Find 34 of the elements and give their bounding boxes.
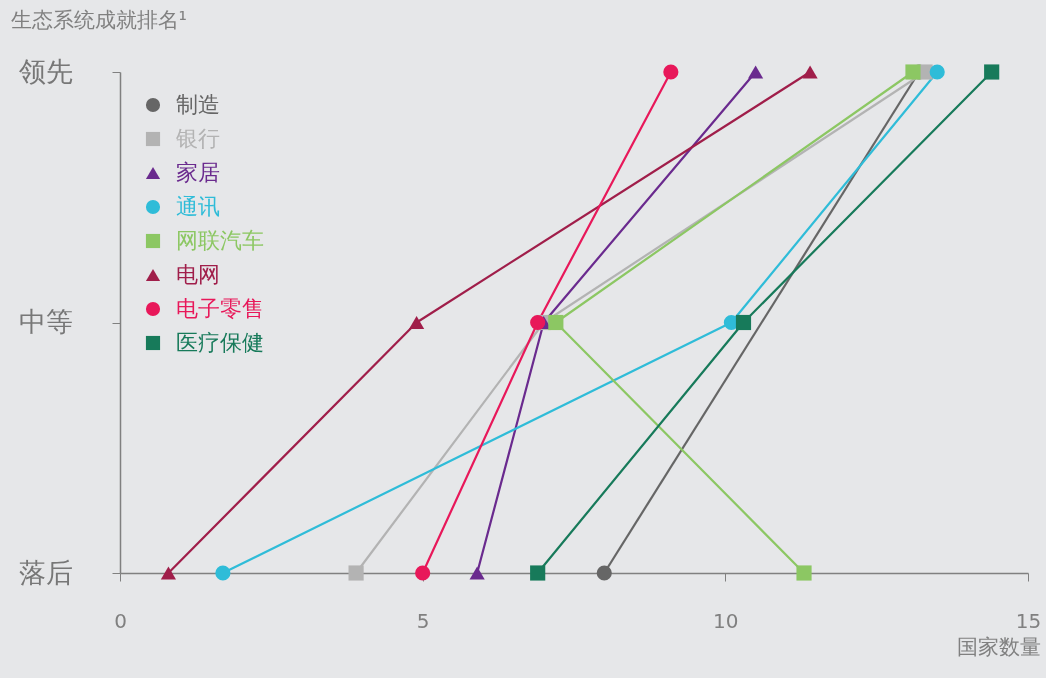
- point: [663, 64, 679, 80]
- legend-label: 家居: [176, 160, 220, 185]
- point: [748, 65, 764, 79]
- point: [929, 64, 945, 80]
- legend-label: 电网: [176, 262, 220, 287]
- legend-label: 医疗保健: [176, 330, 264, 355]
- point: [469, 566, 485, 580]
- point: [796, 565, 812, 581]
- point: [984, 64, 1000, 80]
- x-axis-title: 国家数量: [956, 634, 1041, 659]
- y-tick-label: 落后: [18, 556, 73, 588]
- x-tick-label: 0: [114, 608, 127, 633]
- point: [905, 64, 921, 80]
- point: [530, 314, 546, 331]
- point: [348, 565, 364, 581]
- point: [409, 315, 425, 330]
- point: [160, 566, 177, 580]
- point: [530, 565, 546, 581]
- legend-label: 通讯: [176, 194, 220, 219]
- point: [215, 565, 231, 581]
- y-axis-title: 生态系统成就排名¹: [10, 7, 187, 32]
- legend-label: 网联汽车: [176, 228, 264, 253]
- point: [548, 314, 564, 331]
- x-tick-label: 5: [416, 608, 430, 633]
- legend-label: 电子零售: [176, 296, 264, 321]
- y-tick-label: 中等: [18, 306, 73, 337]
- y-tick-label: 领先: [18, 55, 73, 87]
- x-tick-label: 10: [713, 608, 739, 633]
- legend-label: 制造: [176, 92, 220, 117]
- point: [415, 565, 431, 581]
- x-tick-label: 15: [1015, 608, 1042, 633]
- point: [735, 314, 752, 331]
- point: [596, 565, 612, 581]
- point: [802, 65, 818, 79]
